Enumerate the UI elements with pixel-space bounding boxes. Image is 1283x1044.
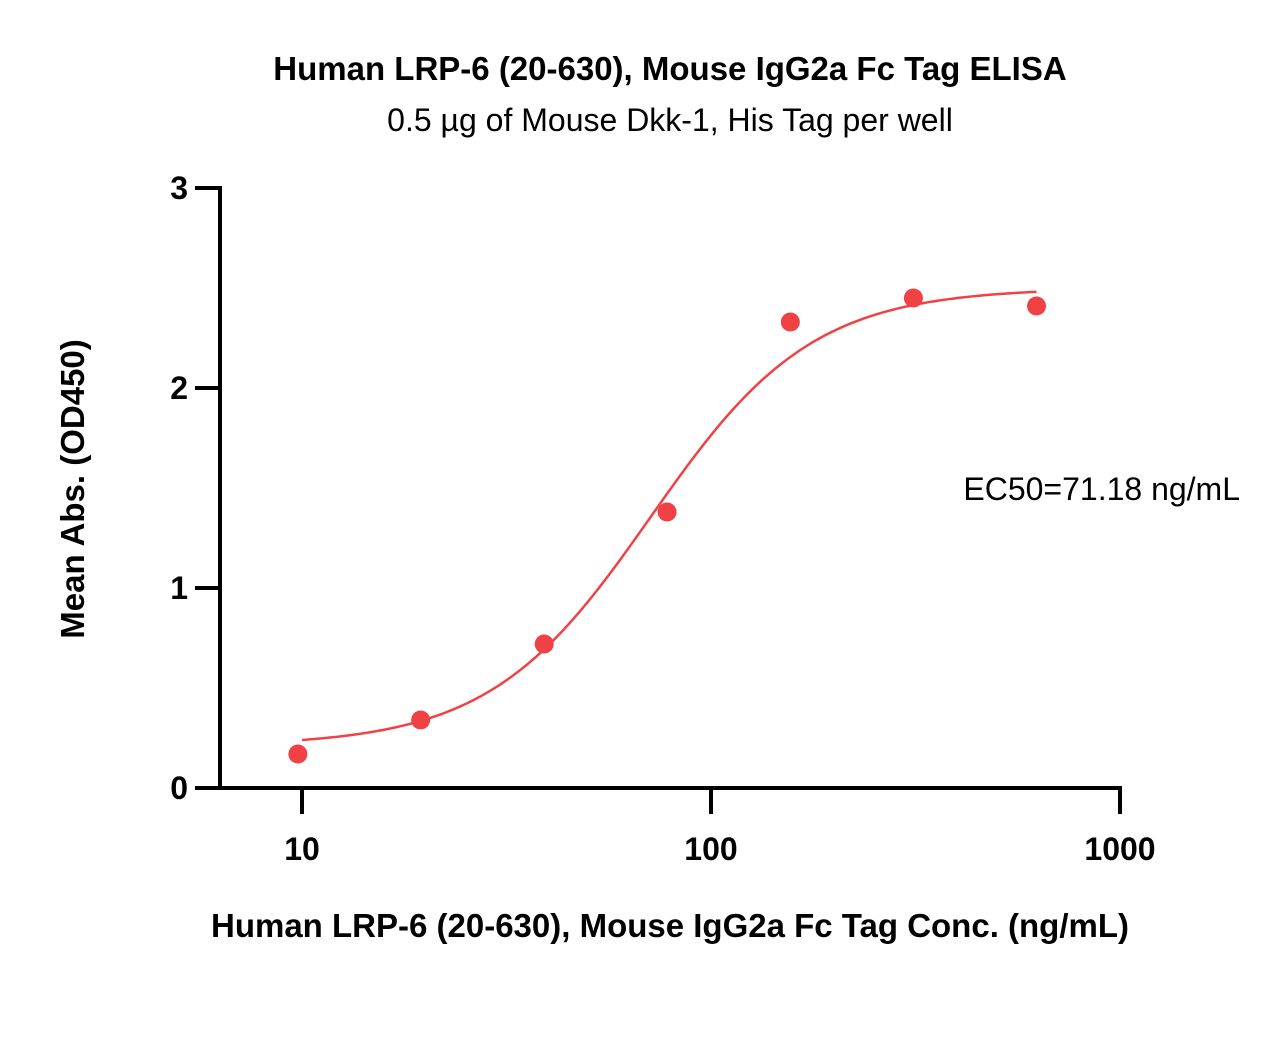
data-point (657, 502, 677, 522)
x-axis-title: Human LRP-6 (20-630), Mouse IgG2a Fc Tag… (211, 907, 1129, 944)
ec50-annotation: EC50=71.18 ng/mL (963, 471, 1240, 507)
data-point (903, 288, 923, 308)
y-tick-label: 0 (170, 770, 188, 806)
axes (195, 186, 1122, 790)
data-point (411, 710, 431, 730)
chart-title: Human LRP-6 (20-630), Mouse IgG2a Fc Tag… (273, 50, 1066, 87)
chart-subtitle: 0.5 µg of Mouse Dkk-1, His Tag per well (387, 102, 953, 138)
data-point (534, 634, 554, 654)
y-ticks: 0 1 2 3 (170, 170, 220, 806)
x-tick-label: 1000 (1084, 831, 1155, 867)
y-tick-label: 1 (170, 570, 188, 606)
x-ticks: 10 100 1000 (284, 788, 1156, 867)
data-point (288, 744, 308, 764)
data-point (780, 312, 800, 332)
data-points (288, 288, 1047, 764)
y-tick-label: 2 (170, 370, 188, 406)
x-tick-label: 100 (684, 831, 737, 867)
x-tick-label: 10 (284, 831, 320, 867)
data-point (1027, 296, 1047, 316)
y-tick-label: 3 (170, 170, 188, 206)
y-axis-title: Mean Abs. (OD450) (54, 339, 91, 639)
